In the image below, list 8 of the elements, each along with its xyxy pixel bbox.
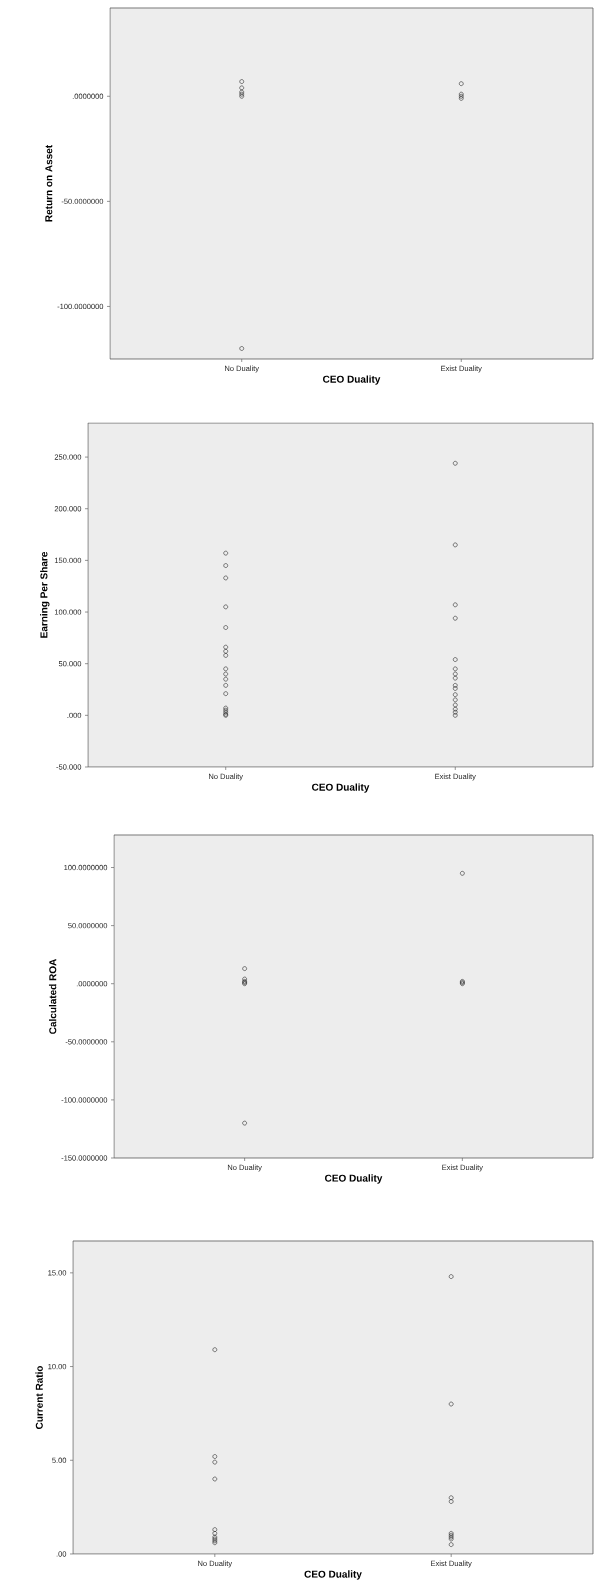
y-axis-title: Calculated ROA bbox=[48, 958, 57, 1034]
x-axis-title: CEO Duality bbox=[325, 1174, 383, 1184]
y-axis-title: Earning Per Share bbox=[40, 551, 50, 638]
x-axis-title: CEO Duality bbox=[304, 1570, 362, 1580]
y-axis-title: Current Ratio bbox=[35, 1365, 43, 1430]
y-axis-title: Return on Asset bbox=[45, 145, 53, 222]
x-axis-title: CEO Duality bbox=[312, 783, 370, 793]
x-axis-title: CEO Duality bbox=[323, 375, 381, 385]
